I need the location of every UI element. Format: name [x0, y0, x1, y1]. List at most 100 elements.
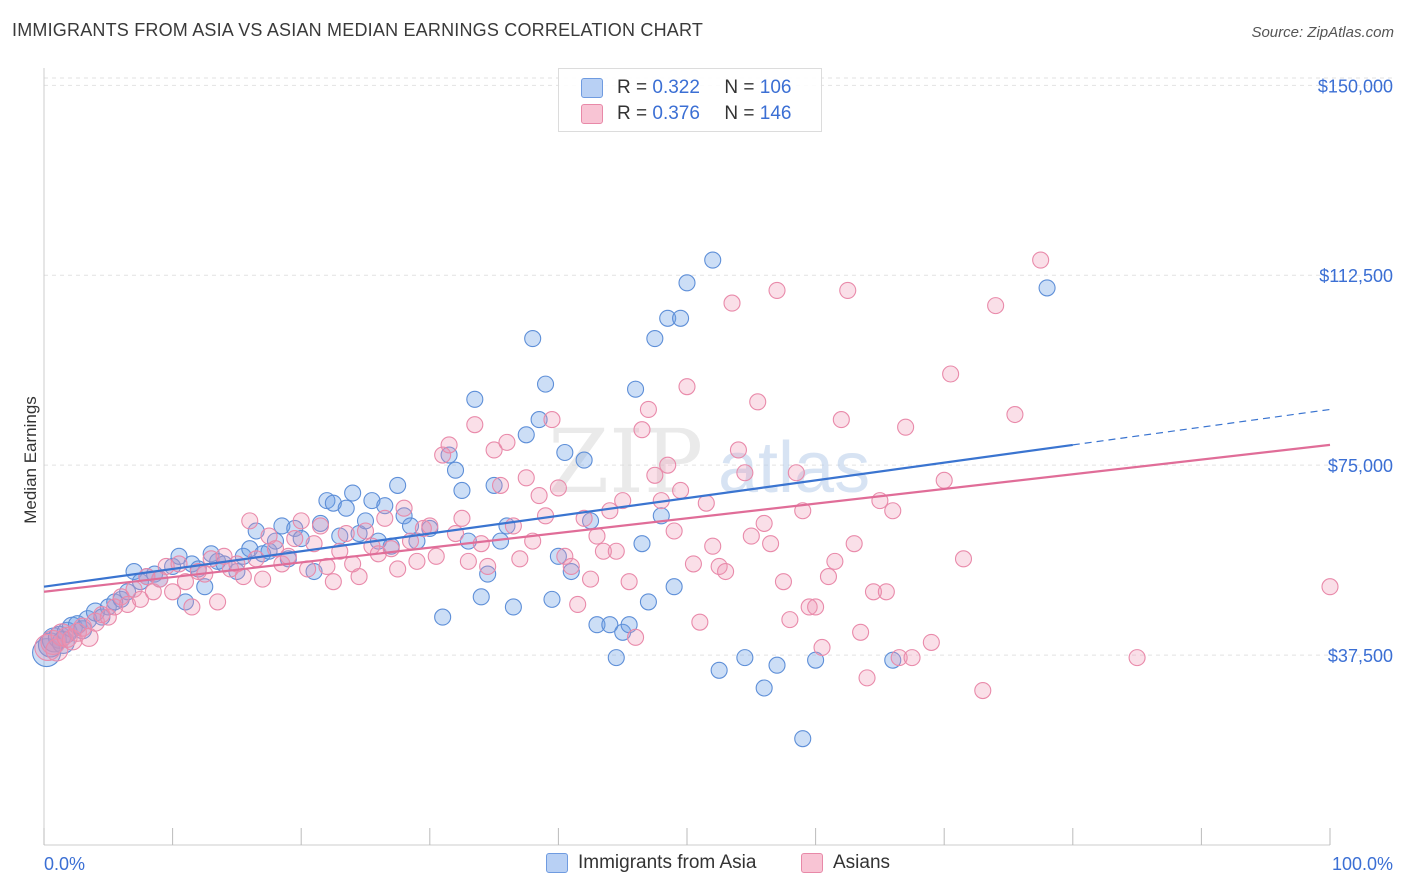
data-point — [639, 593, 657, 611]
trend-line-asians — [43, 443, 1331, 593]
legend-n-value: 146 — [759, 103, 792, 124]
data-point — [858, 669, 876, 687]
data-point — [877, 583, 895, 601]
data-point — [446, 461, 465, 479]
data-point — [434, 446, 452, 464]
data-point — [337, 499, 355, 517]
data-point — [164, 583, 182, 601]
series-immigrants-from-asia — [32, 251, 1056, 748]
data-point — [942, 365, 960, 383]
data-point — [665, 578, 683, 596]
data-point — [196, 578, 214, 596]
data-point — [922, 633, 940, 651]
data-point — [575, 451, 593, 469]
data-point — [273, 517, 291, 535]
data-point — [723, 294, 741, 312]
data-point — [241, 540, 259, 558]
data-point — [781, 611, 799, 629]
data-point — [562, 562, 580, 581]
legend-swatch-pink — [801, 853, 823, 873]
data-point — [376, 497, 394, 515]
data-point — [292, 512, 310, 530]
data-point — [466, 416, 484, 434]
legend-n-label: N = — [724, 77, 755, 98]
data-point — [794, 730, 812, 748]
data-point — [614, 492, 632, 510]
data-point — [99, 608, 117, 626]
data-point — [286, 530, 304, 548]
legend-r-value: 0.376 — [652, 103, 700, 124]
data-point — [755, 514, 773, 532]
data-point — [106, 598, 124, 616]
data-point — [311, 517, 330, 535]
data-point — [549, 479, 567, 497]
data-point — [421, 517, 439, 535]
data-point — [530, 486, 548, 505]
data-point — [633, 535, 651, 553]
data-point — [897, 418, 915, 436]
data-point — [491, 476, 510, 494]
data-point — [549, 547, 567, 565]
data-point — [672, 481, 690, 500]
legend-item-asians[interactable]: Asians — [801, 852, 890, 874]
data-point — [807, 598, 825, 616]
data-point — [864, 583, 883, 601]
data-point — [627, 380, 645, 398]
legend-row-pink: R = 0.376 N = 146 — [581, 102, 791, 126]
y-axis-label: Median Earnings — [21, 396, 40, 524]
data-point — [736, 464, 754, 482]
legend-r-label: R = — [617, 77, 648, 98]
data-point — [1032, 251, 1050, 269]
legend-r-label: R = — [617, 103, 648, 124]
data-point — [440, 436, 458, 454]
data-point — [646, 466, 664, 484]
data-point — [755, 679, 773, 697]
data-point — [884, 502, 902, 520]
data-point — [826, 552, 844, 570]
data-point — [356, 512, 375, 530]
data-point — [305, 535, 323, 553]
data-point — [954, 550, 973, 568]
data-point — [401, 517, 420, 535]
data-point — [633, 421, 651, 439]
data-point — [845, 535, 863, 553]
data-point — [376, 509, 394, 527]
data-point — [665, 522, 683, 540]
data-point — [536, 375, 555, 393]
data-point — [511, 550, 529, 568]
data-point — [639, 400, 657, 419]
data-point — [524, 329, 542, 348]
data-point — [131, 590, 149, 608]
y-tick-label: $112,500 — [1319, 266, 1393, 286]
data-point — [800, 598, 818, 616]
data-point — [363, 492, 381, 510]
data-point — [440, 446, 458, 464]
data-point — [517, 426, 535, 444]
svg-text:atlas: atlas — [718, 428, 870, 508]
svg-text:ZIP: ZIP — [548, 410, 703, 513]
data-point — [344, 484, 362, 502]
data-point — [620, 573, 638, 591]
trend-lines — [43, 408, 1331, 593]
data-point — [704, 251, 722, 269]
data-point — [601, 502, 619, 520]
legend-label: Asians — [833, 852, 891, 873]
data-point — [459, 552, 477, 570]
data-point — [1128, 649, 1146, 667]
data-point — [1321, 578, 1339, 596]
data-point — [543, 411, 561, 429]
data-point — [742, 527, 760, 545]
data-point — [543, 590, 561, 608]
legend-swatch-blue — [546, 853, 568, 873]
legend-r-value: 0.322 — [652, 77, 700, 98]
data-point — [183, 598, 201, 616]
data-point — [530, 411, 548, 429]
data-point — [266, 540, 285, 558]
data-point — [459, 532, 477, 550]
data-point — [787, 464, 805, 482]
data-point — [292, 530, 310, 548]
legend-item-immigrants-from-asia[interactable]: Immigrants from Asia — [546, 852, 756, 874]
data-point — [697, 494, 715, 512]
data-point — [672, 309, 690, 327]
